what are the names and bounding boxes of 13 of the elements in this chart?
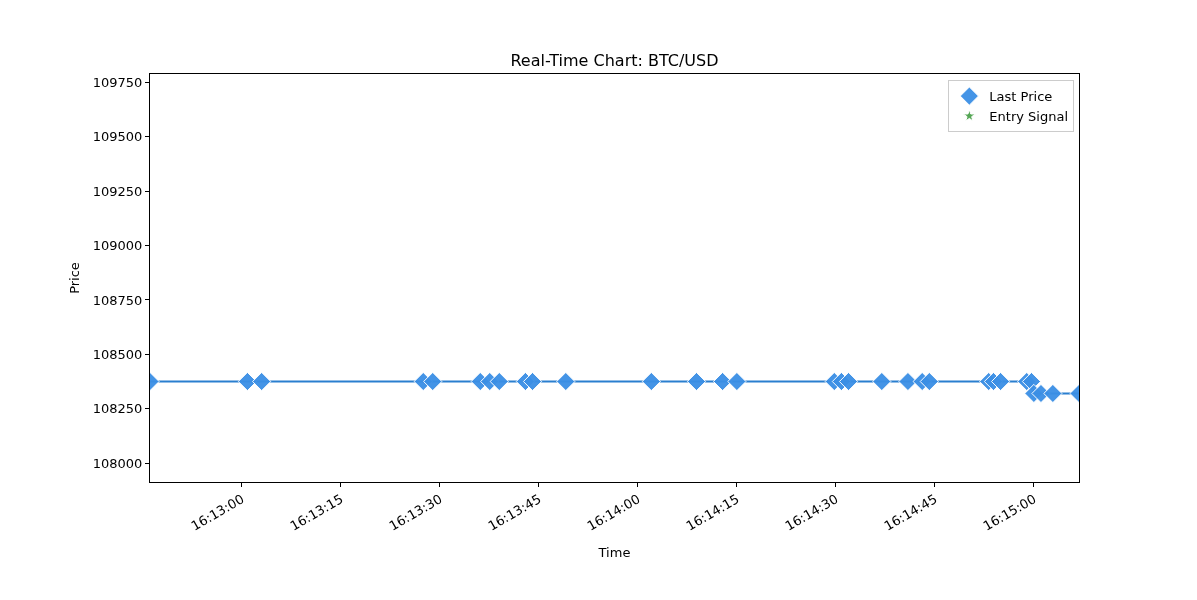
y-tick-label: 109500	[92, 129, 143, 145]
y-tick-label: 109750	[92, 75, 143, 91]
y-tick-label: 108750	[92, 292, 143, 308]
y-tick-label: 108250	[92, 401, 143, 417]
y-tick-label: 108000	[92, 455, 143, 471]
y-tick-label: 109000	[92, 238, 143, 254]
chart-title: Real-Time Chart: BTC/USD	[510, 50, 719, 70]
y-axis-title: Price	[66, 262, 82, 294]
legend-label: Entry Signal	[989, 109, 1069, 125]
x-axis-title: Time	[597, 545, 631, 561]
legend-label: Last Price	[989, 89, 1053, 105]
y-tick-label: 108500	[92, 346, 143, 362]
y-tick-label: 109250	[92, 183, 143, 199]
